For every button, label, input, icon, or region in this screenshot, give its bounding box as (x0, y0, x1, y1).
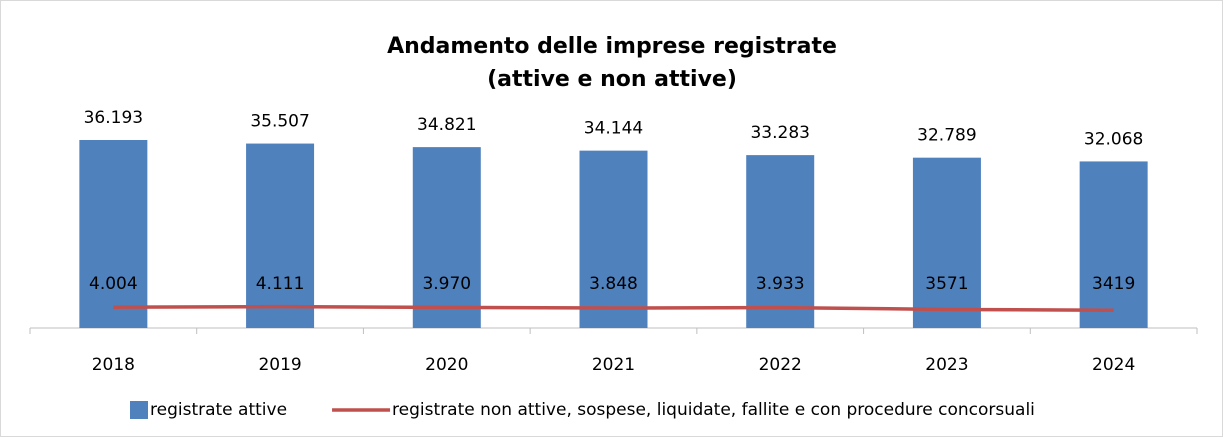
line-value-label: 3.970 (422, 274, 471, 294)
bar (746, 155, 815, 328)
x-tick-label: 2023 (925, 355, 968, 375)
legend-label: registrate non attive, sospese, liquidat… (392, 400, 1035, 420)
x-tick-label: 2018 (92, 355, 135, 375)
x-tick-label: 2022 (759, 355, 802, 375)
line-value-label: 4.004 (89, 274, 138, 294)
bar (579, 150, 648, 328)
line-value-label: 4.111 (256, 274, 305, 294)
x-tick-label: 2021 (592, 355, 635, 375)
bar (1079, 161, 1148, 328)
line-value-label: 3.933 (756, 274, 805, 294)
line (113, 304, 1114, 312)
bar-value-label: 32.789 (917, 126, 976, 146)
chart-title: (attive e non attive) (487, 67, 737, 92)
bar-value-label: 36.193 (84, 108, 143, 128)
line-value-label: 3419 (1092, 274, 1135, 294)
legend-label: registrate attive (150, 400, 287, 420)
bar-value-label: 34.821 (417, 115, 476, 135)
bar (79, 140, 148, 328)
x-tick-label: 2019 (258, 355, 301, 375)
bar-value-label: 33.283 (750, 123, 809, 143)
chart-title: Andamento delle imprese registrate (387, 34, 837, 59)
bar (912, 157, 981, 328)
line-value-label: 3.848 (589, 274, 638, 294)
bar-value-label: 34.144 (584, 119, 643, 139)
bar-value-label: 32.068 (1084, 129, 1143, 149)
legend-swatch (130, 401, 148, 419)
bar (412, 147, 481, 328)
bar (246, 143, 315, 328)
line-value-label: 3571 (925, 274, 968, 294)
x-tick-label: 2024 (1092, 355, 1135, 375)
x-tick-label: 2020 (425, 355, 468, 375)
bar-value-label: 35.507 (250, 112, 309, 132)
